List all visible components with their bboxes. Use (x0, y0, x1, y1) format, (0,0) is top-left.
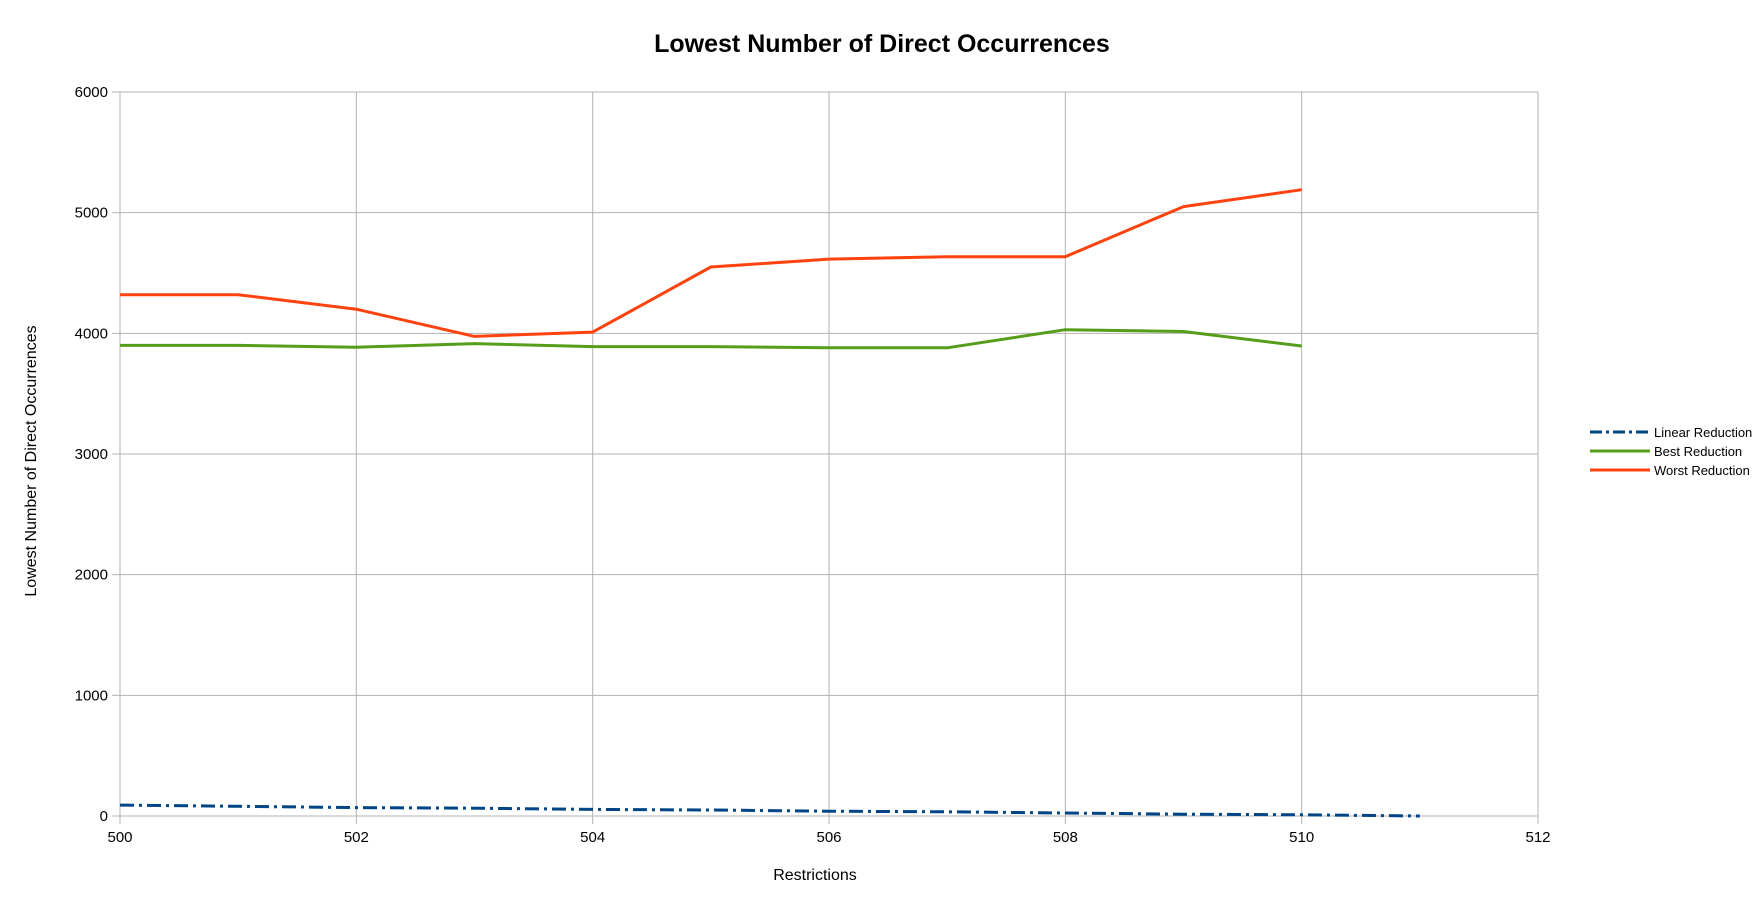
series-line-best-reduction (120, 328, 1302, 350)
series-line-linear-reduction (119, 803, 1420, 818)
y-tick-label-2: 2000 (75, 567, 108, 584)
series-line-worst-reduction (120, 188, 1302, 338)
x-axis-title: Restrictions (773, 867, 857, 884)
tick-labels: 0 1000 2000 3000 4000 5000 6000 500 502 504 506 508… (75, 84, 1551, 846)
y-tick-label-6: 6000 (75, 84, 108, 101)
x-tick-label-5: 510 (1289, 829, 1314, 846)
legend-label-2: Worst Reduction (1654, 463, 1750, 478)
legend-label-0: Linear Reduction (1654, 425, 1752, 440)
chart-title: Lowest Number of Direct Occurrences (654, 30, 1110, 58)
y-tick-label-5: 5000 (75, 205, 108, 222)
x-tick-label-4: 508 (1053, 829, 1078, 846)
x-tick-label-6: 512 (1525, 829, 1550, 846)
x-tick-label-3: 506 (816, 829, 841, 846)
y-tick-label-1: 1000 (75, 687, 108, 704)
y-tick-label-0: 0 (100, 808, 108, 825)
x-tick-label-1: 502 (344, 829, 369, 846)
x-tick-label-0: 500 (107, 829, 132, 846)
series-lines (119, 188, 1420, 818)
legend-label-1: Best Reduction (1654, 444, 1742, 459)
y-axis-title: Lowest Number of Direct Occurrences (23, 325, 40, 596)
y-tick-label-3: 3000 (75, 446, 108, 463)
x-tick-label-2: 504 (580, 829, 605, 846)
legend: Linear Reduction Best Reduction Worst Redu… (1590, 425, 1752, 478)
y-tick-label-4: 4000 (75, 325, 108, 342)
grid (112, 91, 1539, 824)
